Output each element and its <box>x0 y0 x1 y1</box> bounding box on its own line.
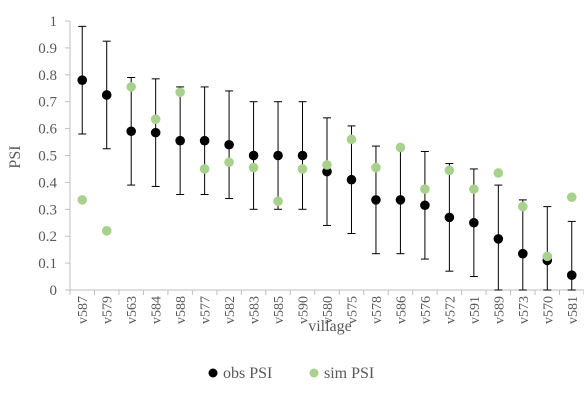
sim-psi-point <box>297 164 308 174</box>
y-tick-label: 0.8 <box>38 68 57 84</box>
x-tick-label: v579 <box>101 296 116 324</box>
obs-psi-point <box>493 234 504 244</box>
x-tick-label: v591 <box>468 296 483 324</box>
x-tick-label: v582 <box>223 296 238 324</box>
sim-psi-point <box>346 134 357 145</box>
y-tick-label: 0 <box>50 283 58 299</box>
obs-psi-point <box>273 150 283 161</box>
sim-psi-point <box>420 184 430 194</box>
obs-psi-point <box>566 270 577 281</box>
x-tick-label: v570 <box>541 296 556 324</box>
x-tick-label: v563 <box>125 296 140 324</box>
y-tick-label: 1 <box>50 14 58 30</box>
sim-psi-point <box>126 82 136 92</box>
sim-psi-point <box>248 162 259 173</box>
obs-psi-point <box>126 126 136 137</box>
x-tick-label: v586 <box>394 296 409 324</box>
x-tick-label: v576 <box>419 296 434 324</box>
x-tick-label: v577 <box>199 296 214 324</box>
sim-psi-point <box>77 195 88 205</box>
sim-psi-point <box>101 226 112 236</box>
obs-psi-point <box>444 212 455 223</box>
x-tick-label: v580 <box>321 296 336 324</box>
y-tick-label: 0.3 <box>38 202 57 218</box>
plot-area: 0 0.1 0.2 0.3 0.4 0.5 0.6 0.7 0.8 0.9 1 v587 v579 v56… <box>38 14 584 324</box>
obs-psi-point <box>224 139 234 150</box>
obs-psi-point <box>371 195 381 205</box>
legend-marker-obs <box>208 368 218 378</box>
obs-psi-point <box>322 166 332 177</box>
sim-psi-point <box>150 114 161 124</box>
sim-psi-point <box>175 87 185 98</box>
sim-psi-point <box>493 168 504 178</box>
obs-psi-point <box>199 135 210 146</box>
sim-psi-point <box>322 160 332 170</box>
sim-psi-point <box>273 196 283 207</box>
sim-psi-point <box>566 192 577 202</box>
y-tick-label: 0.9 <box>38 41 57 57</box>
y-tick-label: 0.4 <box>38 175 57 191</box>
sim-psi-point <box>444 165 455 176</box>
legend-marker-sim <box>309 368 319 378</box>
x-axis-title: village <box>308 318 352 335</box>
obs-psi-point <box>150 127 161 138</box>
sim-psi-point <box>199 164 210 174</box>
sim-psi-point <box>395 142 406 153</box>
legend: obs PSI sim PSI <box>208 365 374 382</box>
obs-psi-point <box>175 135 185 146</box>
x-tick-label: v584 <box>150 296 165 324</box>
x-tick-label: v587 <box>76 296 91 324</box>
obs-psi-point <box>77 75 88 85</box>
obs-psi-point <box>297 150 308 161</box>
sim-psi-point <box>224 157 234 168</box>
obs-psi-point <box>101 90 112 100</box>
x-tick-label: v573 <box>517 296 532 324</box>
y-tick-label: 0.1 <box>38 256 57 272</box>
obs-psi-point <box>469 217 479 228</box>
sim-psi-point <box>542 251 553 262</box>
y-tick-label: 0.2 <box>38 229 57 245</box>
legend-label-obs: obs PSI <box>223 365 272 382</box>
obs-psi-point <box>248 150 259 161</box>
obs-psi-point <box>346 174 357 185</box>
x-tick-label: v575 <box>345 296 360 324</box>
obs-psi-point <box>395 195 406 205</box>
obs-psi-point <box>420 200 430 211</box>
y-tick-label: 0.7 <box>38 95 57 111</box>
obs-psi-point <box>518 248 528 259</box>
x-tick-label: v590 <box>297 296 312 324</box>
x-tick-label: v583 <box>248 296 263 324</box>
y-tick-label: 0.6 <box>38 122 57 138</box>
x-tick-label: v588 <box>174 296 189 324</box>
x-tick-label: v585 <box>272 296 287 324</box>
x-tick-label: v581 <box>566 296 581 324</box>
sim-psi-point <box>469 184 479 194</box>
sim-psi-point <box>518 201 528 212</box>
y-tick-label: 0.5 <box>38 149 57 165</box>
x-tick-label: v589 <box>492 296 507 324</box>
legend-label-sim: sim PSI <box>324 365 374 382</box>
y-axis-title: PSI <box>7 145 24 168</box>
x-tick-label: v578 <box>370 296 385 324</box>
sim-psi-point <box>371 162 381 173</box>
x-tick-label: v572 <box>443 296 458 324</box>
